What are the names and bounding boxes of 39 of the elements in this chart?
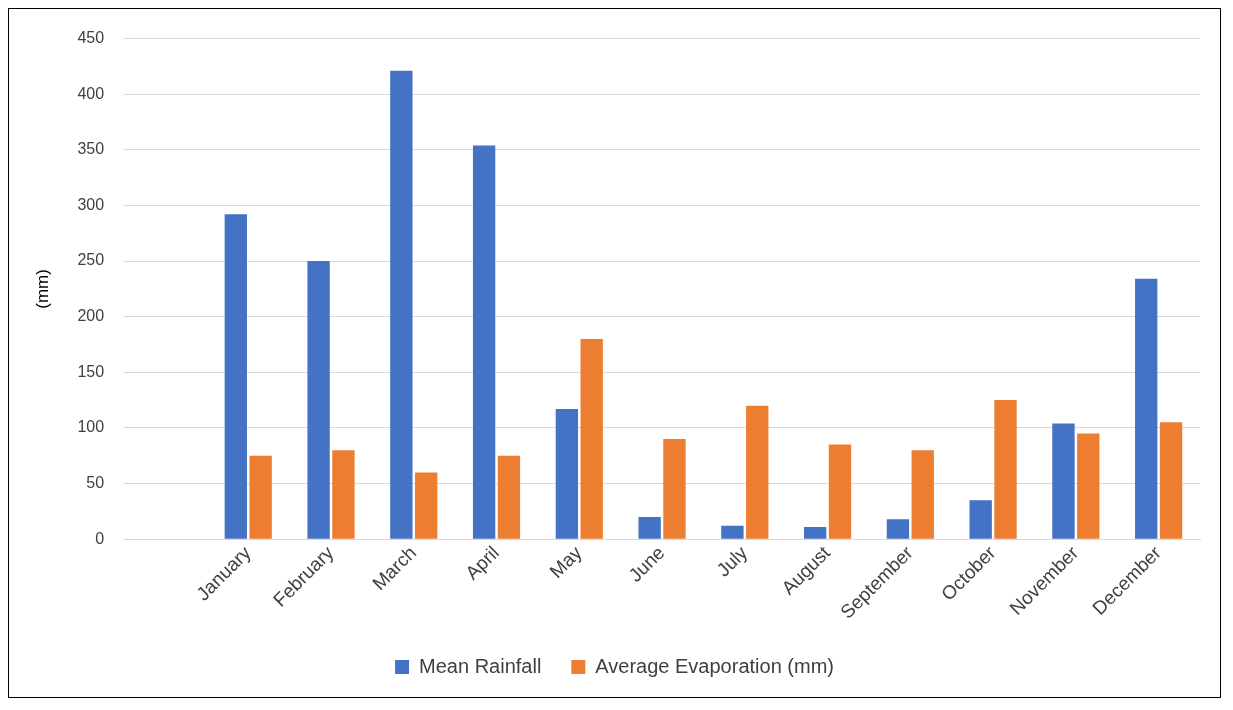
bar bbox=[555, 409, 579, 539]
bar bbox=[580, 338, 603, 539]
bar bbox=[1052, 423, 1075, 539]
y-tick-label: 200 bbox=[77, 307, 105, 325]
y-tick-label: 450 bbox=[77, 29, 105, 47]
bar bbox=[497, 455, 521, 539]
x-tick-label: May bbox=[545, 541, 587, 583]
bar bbox=[994, 400, 1017, 539]
bar bbox=[1135, 278, 1158, 539]
bar bbox=[746, 405, 769, 539]
y-tick-label: 150 bbox=[77, 362, 105, 380]
y-tick-label: 100 bbox=[77, 418, 105, 436]
bar bbox=[638, 516, 661, 539]
x-tick-label: July bbox=[712, 541, 752, 581]
bar bbox=[886, 519, 910, 539]
y-tick-label: 300 bbox=[77, 195, 105, 213]
legend-label: Mean Rainfall bbox=[419, 654, 542, 677]
bar bbox=[415, 472, 438, 539]
y-tick-label: 250 bbox=[77, 251, 105, 269]
bar bbox=[1159, 422, 1183, 539]
bar bbox=[911, 450, 934, 539]
bar bbox=[249, 455, 272, 539]
bar bbox=[828, 444, 852, 539]
bar bbox=[224, 214, 247, 539]
y-axis-title: (mm) bbox=[32, 269, 52, 309]
y-tick-label: 50 bbox=[86, 473, 105, 491]
bar bbox=[663, 439, 686, 539]
y-tick-label: 400 bbox=[77, 84, 105, 102]
bar bbox=[307, 261, 330, 539]
bar bbox=[390, 70, 413, 539]
legend-label: Average Evaporation (mm) bbox=[595, 654, 834, 677]
bar bbox=[472, 145, 496, 539]
y-tick-label: 0 bbox=[95, 529, 105, 547]
bar bbox=[721, 525, 744, 539]
bar bbox=[1077, 433, 1100, 539]
y-tick-label: 350 bbox=[77, 140, 105, 158]
bar bbox=[969, 500, 992, 539]
bar bbox=[332, 450, 355, 539]
bar bbox=[803, 526, 827, 539]
